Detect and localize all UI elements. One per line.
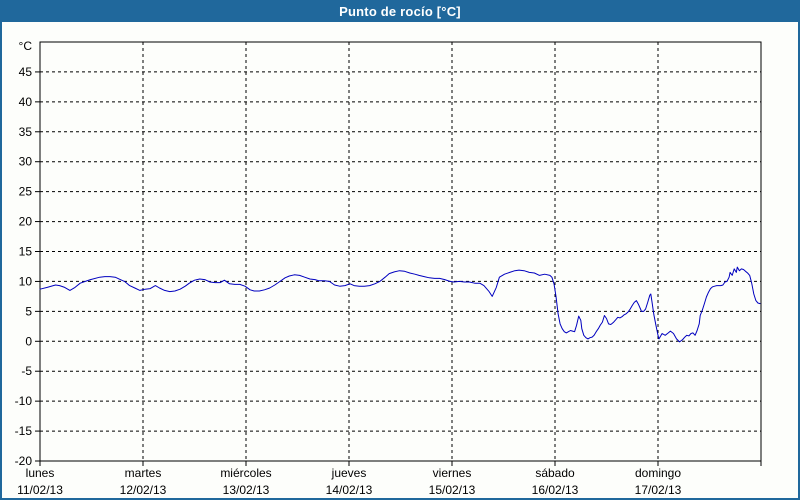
y-tick-label: -20	[15, 454, 33, 468]
y-tick-label: -10	[15, 394, 33, 408]
y-tick-label: 45	[19, 65, 33, 79]
x-day-label: domingo	[635, 466, 681, 480]
y-tick-label: 0	[25, 334, 32, 348]
x-date-label: 12/02/13	[120, 483, 167, 497]
x-date-label: 11/02/13	[17, 483, 63, 497]
x-date-label: 15/02/13	[429, 483, 476, 497]
y-tick-label: 10	[19, 274, 33, 288]
y-tick-label: -15	[15, 424, 33, 438]
chart-area: -20 -15 -10 -5 0 5 10 15 20 25 30 35 40 45 °C lunes 11/0…	[2, 22, 798, 498]
y-tick-label: 20	[19, 215, 33, 229]
y-axis-unit-label: °C	[19, 39, 33, 53]
y-tick-label: 40	[19, 95, 33, 109]
x-day-label: jueves	[331, 466, 367, 480]
x-day-label: viernes	[433, 466, 472, 480]
x-date-label: 17/02/13	[635, 483, 682, 497]
x-day-label: sábado	[535, 466, 575, 480]
x-day-label: lunes	[26, 466, 55, 480]
window-titlebar: Punto de rocío [°C]	[0, 0, 800, 22]
x-day-label: martes	[125, 466, 162, 480]
window-title: Punto de rocío [°C]	[339, 3, 461, 19]
x-date-label: 14/02/13	[326, 483, 373, 497]
x-day-label: miércoles	[220, 466, 271, 480]
y-tick-label: 25	[19, 185, 33, 199]
y-tick-label: 30	[19, 155, 33, 169]
dew-point-chart: -20 -15 -10 -5 0 5 10 15 20 25 30 35 40 45 °C lunes 11/0…	[15, 39, 762, 497]
x-date-label: 16/02/13	[532, 483, 579, 497]
y-tick-label: -5	[21, 364, 32, 378]
y-tick-label: 15	[19, 245, 33, 259]
y-tick-label: 5	[25, 304, 32, 318]
plot-border	[39, 41, 762, 462]
x-date-label: 13/02/13	[223, 483, 270, 497]
y-tick-label: 35	[19, 125, 33, 139]
dew-point-line	[39, 266, 761, 343]
